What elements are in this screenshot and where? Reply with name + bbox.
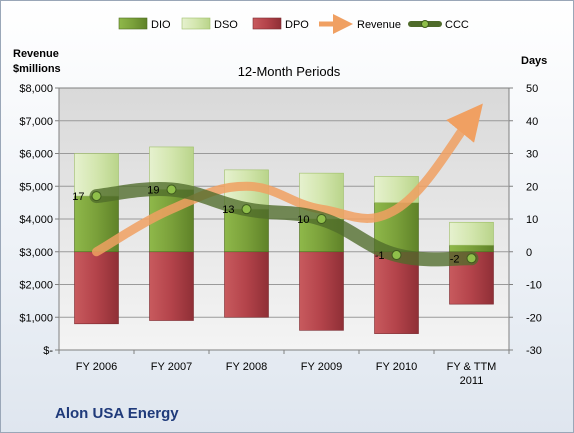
bar-dpo xyxy=(74,251,119,325)
category-axis: FY 2006 FY 2007 FY 2008 FY 2009 FY 2010 FY & … xyxy=(58,350,510,387)
ccc-point xyxy=(316,214,327,224)
bar-dio xyxy=(449,244,494,253)
right-tick-label: 40 xyxy=(526,116,538,128)
ccc-point xyxy=(391,250,402,261)
right-tick-label: -30 xyxy=(526,345,542,357)
legend-swatch-dio xyxy=(118,17,148,30)
ccc-point xyxy=(166,184,177,195)
legend-label-ccc: CCC xyxy=(445,19,469,31)
category-label: FY 2010 xyxy=(376,361,417,373)
revenue-line xyxy=(92,103,483,257)
left-axis-title-line2: $millions xyxy=(13,63,61,75)
legend-swatch-dso xyxy=(181,17,211,30)
right-tick-label: 10 xyxy=(526,214,538,226)
legend-marker-ccc xyxy=(421,20,429,28)
right-tick-label: -20 xyxy=(526,312,542,324)
right-tick-label: -10 xyxy=(526,280,542,292)
category-label: 2011 xyxy=(460,375,484,387)
legend: DIO DSO DPO Revenue CCC xyxy=(118,14,469,34)
right-axis: -30 -20 -10 0 10 20 30 40 50 xyxy=(509,83,542,357)
left-tick-label: $5,000 xyxy=(19,181,53,193)
lines-layer: 17 19 13 10 -1 -2 xyxy=(72,103,483,267)
right-tick-label: 0 xyxy=(526,247,532,259)
ccc-point xyxy=(91,191,102,202)
left-axis-title-line1: Revenue xyxy=(13,48,59,60)
legend-label-revenue: Revenue xyxy=(357,19,401,31)
left-tick-label: $7,000 xyxy=(19,116,53,128)
legend-label-dio: DIO xyxy=(151,19,171,31)
ccc-data-label: 19 xyxy=(147,185,159,197)
right-axis-title: Days xyxy=(521,55,547,67)
bar-dso xyxy=(449,221,494,246)
bar-dpo xyxy=(224,251,269,318)
legend-label-dpo: DPO xyxy=(285,19,309,31)
ccc-data-label: -2 xyxy=(450,253,460,265)
left-tick-label: $6,000 xyxy=(19,149,53,161)
left-tick-label: $4,000 xyxy=(19,214,53,226)
ccc-data-label: 13 xyxy=(222,204,234,216)
left-tick-label: $8,000 xyxy=(19,83,53,95)
plot-subtitle: 12-Month Periods xyxy=(238,64,341,79)
category-label: FY 2006 xyxy=(76,361,117,373)
category-label: FY & TTM xyxy=(447,361,497,373)
ccc-data-label: 17 xyxy=(72,191,84,203)
ccc-point xyxy=(241,204,252,215)
ccc-point xyxy=(466,253,477,264)
left-axis: $- $1,000 $2,000 $3,000 $4,000 $5,000 $6,000 $7… xyxy=(19,83,59,357)
ccc-line xyxy=(89,182,479,267)
category-label: FY 2009 xyxy=(301,361,342,373)
left-tick-label: $1,000 xyxy=(19,312,53,324)
bar-dpo xyxy=(149,251,194,321)
legend-label-dso: DSO xyxy=(214,19,238,31)
bar-dpo xyxy=(299,251,344,331)
legend-swatch-dpo xyxy=(252,17,282,30)
category-label: FY 2007 xyxy=(151,361,192,373)
ccc-data-label: 10 xyxy=(297,214,309,226)
bar-dpo xyxy=(374,251,419,334)
right-tick-label: 30 xyxy=(526,149,538,161)
left-tick-label: $- xyxy=(43,345,53,357)
ccc-data-label: -1 xyxy=(375,250,385,262)
category-label: FY 2008 xyxy=(226,361,267,373)
right-tick-label: 50 xyxy=(526,83,538,95)
right-tick-label: 20 xyxy=(526,181,538,193)
left-tick-label: $2,000 xyxy=(19,280,53,292)
left-tick-label: $3,000 xyxy=(19,247,53,259)
company-name: Alon USA Energy xyxy=(55,405,179,422)
